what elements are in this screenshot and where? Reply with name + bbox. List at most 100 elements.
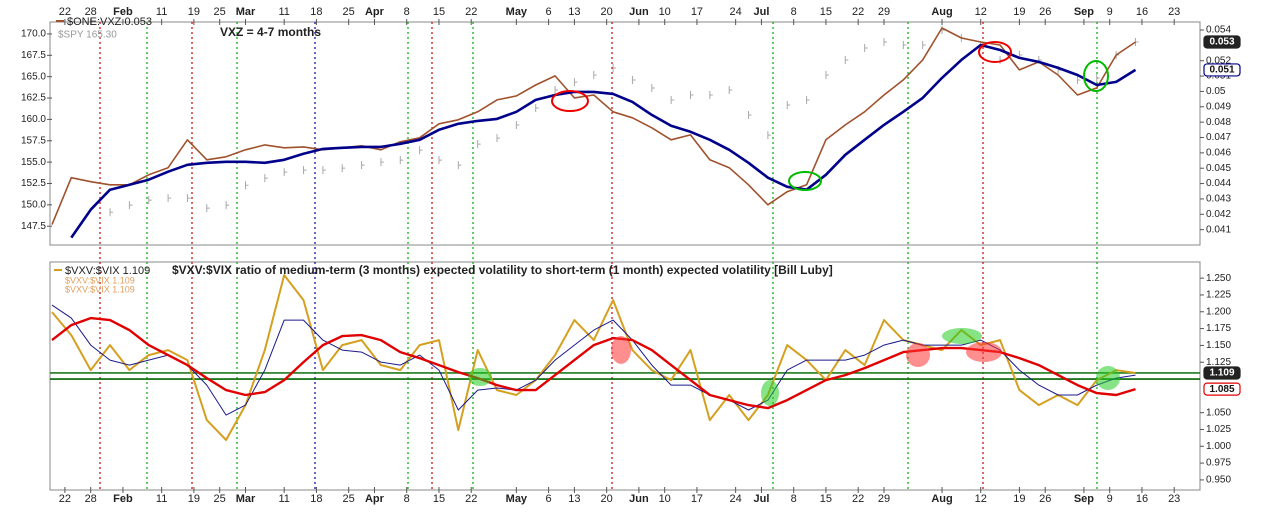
- highlight-blob: [468, 368, 492, 386]
- y-tick-label: 0.975: [1206, 458, 1231, 469]
- x-tick-label: 15: [820, 6, 832, 18]
- y-tick-label: 0.045: [1206, 163, 1231, 174]
- x-tick-label: Jun: [629, 493, 649, 505]
- x-tick-label: 20: [601, 493, 613, 505]
- x-tick-label: Sep: [1074, 6, 1094, 18]
- y-tick-label: 0.044: [1206, 178, 1231, 189]
- y-tick-label: 1.025: [1206, 424, 1231, 435]
- highlight-ellipse: [551, 90, 589, 112]
- top-panel: [49, 21, 1201, 246]
- y-tick-label: 155.0: [21, 157, 46, 168]
- x-tick-label: 8: [791, 493, 797, 505]
- y-tick-label: 165.0: [21, 71, 46, 82]
- y-tick-label: 0.048: [1206, 117, 1231, 128]
- price-bar: [399, 156, 404, 165]
- y-tick-label: 150.0: [21, 199, 46, 210]
- y-tick-label: 1.150: [1206, 340, 1231, 351]
- x-tick-label: 18: [310, 6, 322, 18]
- y-tick-label: 147.5: [21, 221, 46, 232]
- x-tick-label: May: [506, 6, 528, 18]
- last-value-box: [1203, 35, 1241, 49]
- price-bar: [148, 196, 152, 205]
- x-tick-label: 23: [1168, 493, 1180, 505]
- bottom-panel: [49, 261, 1201, 491]
- y-tick-label: 1.175: [1206, 323, 1231, 334]
- x-tick-label: Aug: [931, 6, 952, 18]
- x-tick-label: 17: [691, 493, 703, 505]
- highlights: [468, 41, 1120, 406]
- price-bar: [612, 63, 617, 72]
- bottom-legend: $VXV:$VIX 1.109 $VXV:$VIX 1.109 $VXV:$VI…: [54, 263, 833, 294]
- x-tick-label: 22: [465, 493, 477, 505]
- x-tick-label: 6: [546, 493, 552, 505]
- price-bar: [670, 96, 675, 105]
- price-bar: [922, 40, 926, 49]
- price-bar: [283, 168, 288, 177]
- x-tick-label: Jun: [629, 6, 649, 18]
- price-bar: [515, 121, 520, 130]
- x-tick-label: 26: [1039, 493, 1051, 505]
- price-bar: [554, 86, 559, 95]
- y-tick-label: 0.950: [1206, 475, 1231, 486]
- x-tick-label: 15: [433, 6, 445, 18]
- x-tick-label: 19: [1013, 6, 1025, 18]
- price-bar: [902, 40, 907, 49]
- last-value-label: 0.053: [1209, 37, 1234, 48]
- price-bar: [225, 201, 230, 210]
- y-tick-label: 0.043: [1206, 194, 1231, 205]
- price-bar: [1096, 74, 1100, 83]
- y-tick-label: 170.0: [21, 29, 46, 40]
- price-bar: [206, 204, 210, 213]
- price-bar: [496, 134, 501, 143]
- last-value-box: [1203, 382, 1241, 396]
- price-bar: [167, 194, 172, 203]
- price-bar: [767, 131, 771, 140]
- last-value-label: 1.085: [1209, 384, 1234, 395]
- x-tick-label: 20: [601, 6, 613, 18]
- legend-entry: $VXV:$VIX 1.109: [65, 284, 135, 294]
- last-value-box: [1203, 366, 1241, 380]
- last-value-label: 1.109: [1209, 368, 1234, 379]
- x-tick-label: Mar: [236, 6, 256, 18]
- x-tick-label: 22: [465, 6, 477, 18]
- price-bar: [883, 37, 887, 46]
- x-tick-label: 28: [85, 6, 97, 18]
- highlight-blob: [906, 343, 930, 367]
- price-bar: [631, 76, 636, 85]
- y-tick-label: 0.046: [1206, 147, 1231, 158]
- x-tick-label: Feb: [113, 6, 133, 18]
- x-tick-label: 17: [691, 6, 703, 18]
- y-tick-label: 160.0: [21, 114, 46, 125]
- legend-entry: $ONE:VXZ 0.053: [67, 16, 152, 28]
- price-bar: [341, 164, 346, 173]
- x-tick-label: 12: [975, 6, 987, 18]
- x-tick-label: 10: [659, 493, 671, 505]
- x-tick-label: 6: [546, 6, 552, 18]
- series-line: [70, 43, 1137, 239]
- y-tick-label: 1.225: [1206, 290, 1231, 301]
- x-tick-label: Jul: [753, 493, 769, 505]
- y-tick-label: 0.041: [1206, 224, 1231, 235]
- x-tick-label: Sep: [1074, 493, 1094, 505]
- x-tick-label: Apr: [365, 493, 385, 505]
- last-value-label: 0.051: [1209, 65, 1234, 76]
- chart-title: $VXV:$VIX ratio of medium-term (3 months…: [172, 263, 833, 277]
- x-tick-label: 8: [404, 493, 410, 505]
- price-bar: [1135, 37, 1139, 46]
- top-legend: $ONE:VXZ 0.053 $SPY 165.30 VXZ = 4-7 mon…: [56, 16, 321, 41]
- y-tick-label: 0.05: [1206, 86, 1226, 97]
- y-tick-label: 162.5: [21, 93, 46, 104]
- price-bar: [748, 111, 752, 120]
- y-tick-label: 0.047: [1206, 132, 1231, 143]
- x-tick-label: 22: [852, 493, 864, 505]
- price-bar: [419, 146, 423, 155]
- highlight-blob: [1096, 366, 1120, 390]
- x-tick-label: 8: [404, 6, 410, 18]
- x-tick-label: 12: [975, 493, 987, 505]
- y-tick-label: 1.050: [1206, 407, 1231, 418]
- plot-layer: 22 28 Feb 11 19 25 Mar 11 18 25 Apr 8 15 22 May 6 13 20 Ju…: [21, 6, 1241, 505]
- price-bar: [303, 166, 307, 175]
- event-lines: [99, 22, 1098, 490]
- x-tick-label: May: [506, 493, 528, 505]
- x-tick-label: Jul: [753, 6, 769, 18]
